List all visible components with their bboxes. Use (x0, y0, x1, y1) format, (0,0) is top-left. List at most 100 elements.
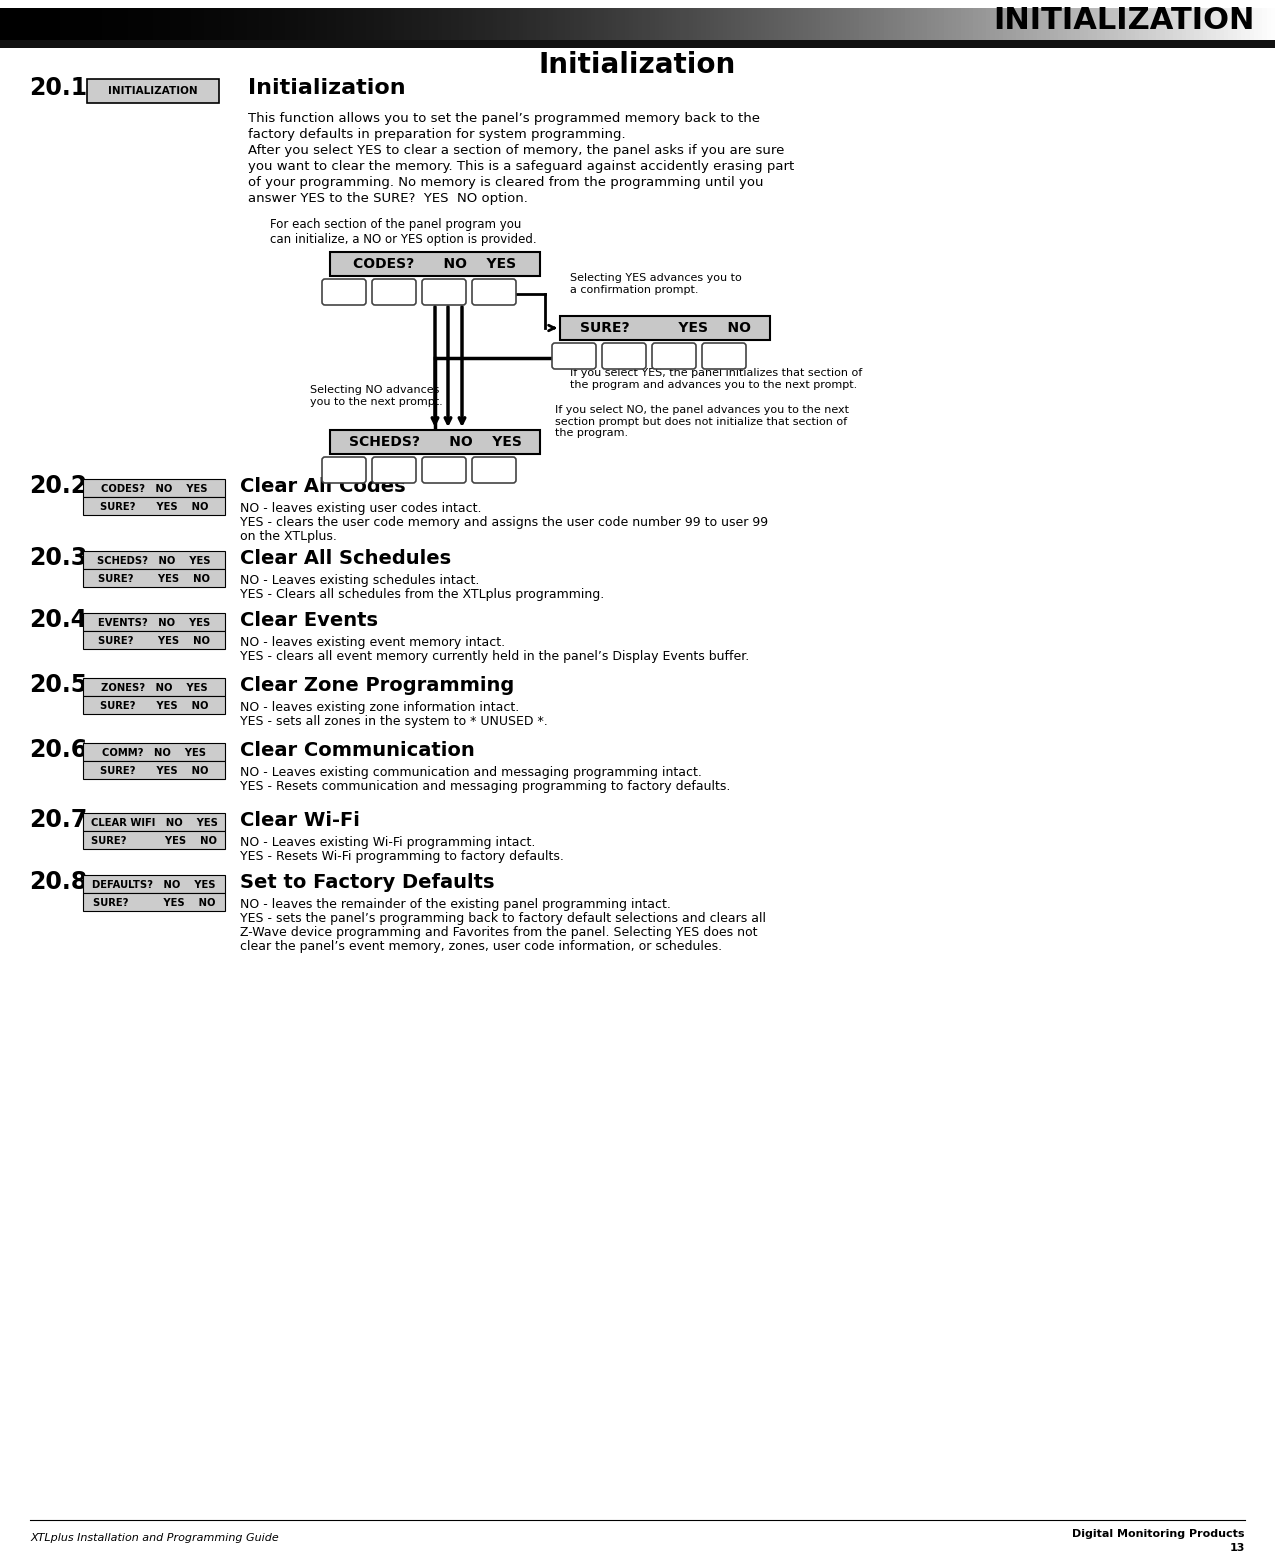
Bar (246, 8, 251, 40)
Bar (437, 8, 442, 40)
Text: on the XTLplus.: on the XTLplus. (240, 531, 337, 543)
Bar (430, 8, 434, 40)
Bar (688, 8, 692, 40)
Bar (128, 8, 131, 40)
Bar (654, 8, 659, 40)
Bar (514, 8, 519, 40)
Bar (264, 8, 268, 40)
Bar (650, 8, 654, 40)
FancyBboxPatch shape (83, 678, 224, 696)
Bar (182, 8, 187, 40)
Bar (1042, 8, 1046, 40)
Bar (55, 8, 60, 40)
Bar (838, 8, 842, 40)
Bar (1037, 8, 1042, 40)
Text: SCHEDS?      NO    YES: SCHEDS? NO YES (348, 436, 521, 450)
Bar (459, 8, 463, 40)
Bar (807, 8, 812, 40)
Bar (552, 8, 557, 40)
Bar (1135, 8, 1139, 40)
Text: For each section of the panel program you
can initialize, a NO or YES option is : For each section of the panel program yo… (270, 218, 537, 246)
Bar (845, 8, 850, 40)
Bar (425, 8, 430, 40)
Bar (386, 8, 391, 40)
Bar (1075, 8, 1080, 40)
Bar (634, 8, 638, 40)
Bar (787, 8, 790, 40)
Bar (268, 8, 272, 40)
Bar (412, 8, 417, 40)
Bar (663, 8, 667, 40)
Bar (302, 8, 306, 40)
Text: Clear All Schedules: Clear All Schedules (240, 549, 451, 568)
Text: NO - leaves existing user codes intact.: NO - leaves existing user codes intact. (240, 503, 482, 515)
Bar (965, 8, 969, 40)
Bar (22, 8, 26, 40)
Bar (379, 8, 382, 40)
Bar (940, 8, 944, 40)
FancyBboxPatch shape (422, 457, 465, 482)
Bar (280, 8, 284, 40)
Bar (1126, 8, 1131, 40)
Text: Clear Zone Programming: Clear Zone Programming (240, 675, 514, 694)
Bar (1033, 8, 1037, 40)
Bar (9, 8, 13, 40)
Bar (293, 8, 297, 40)
FancyBboxPatch shape (83, 569, 224, 587)
Text: YES - clears the user code memory and assigns the user code number 99 to user 99: YES - clears the user code memory and as… (240, 517, 768, 529)
Bar (76, 8, 80, 40)
Bar (68, 8, 73, 40)
Bar (1164, 8, 1169, 40)
Bar (370, 8, 374, 40)
Bar (794, 8, 799, 40)
Bar (850, 8, 854, 40)
Bar (166, 8, 170, 40)
Bar (391, 8, 395, 40)
FancyBboxPatch shape (602, 342, 646, 369)
Text: NO - Leaves existing communication and messaging programming intact.: NO - Leaves existing communication and m… (240, 766, 701, 780)
Text: EVENTS?   NO    YES: EVENTS? NO YES (98, 618, 210, 629)
Bar (47, 8, 51, 40)
FancyBboxPatch shape (472, 279, 516, 305)
Bar (1195, 8, 1198, 40)
Bar (353, 8, 357, 40)
Text: DEFAULTS?   NO    YES: DEFAULTS? NO YES (92, 881, 215, 890)
Bar (455, 8, 459, 40)
Bar (340, 8, 344, 40)
Text: CLEAR WIFI   NO    YES: CLEAR WIFI NO YES (91, 818, 218, 828)
Bar (523, 8, 527, 40)
Bar (1096, 8, 1100, 40)
Bar (1266, 8, 1271, 40)
Bar (710, 8, 714, 40)
Bar (417, 8, 421, 40)
Text: Set to Factory Defaults: Set to Factory Defaults (240, 873, 495, 892)
Bar (472, 8, 476, 40)
Bar (1109, 8, 1113, 40)
Bar (481, 8, 484, 40)
Text: Z-Wave device programming and Favorites from the panel. Selecting YES does not: Z-Wave device programming and Favorites … (240, 926, 757, 938)
Bar (335, 8, 340, 40)
Bar (1202, 8, 1207, 40)
Bar (595, 8, 599, 40)
Bar (226, 8, 230, 40)
Text: factory defaults in preparation for system programming.: factory defaults in preparation for syst… (249, 128, 626, 142)
Text: Digital Monitoring Products: Digital Monitoring Products (1072, 1530, 1244, 1539)
Bar (221, 8, 226, 40)
Bar (578, 8, 583, 40)
Bar (659, 8, 663, 40)
Text: 20.4: 20.4 (29, 608, 87, 632)
FancyBboxPatch shape (83, 893, 224, 910)
Bar (714, 8, 718, 40)
Bar (506, 8, 510, 40)
Bar (697, 8, 701, 40)
Bar (13, 8, 17, 40)
Bar (667, 8, 672, 40)
Bar (599, 8, 603, 40)
Bar (1007, 8, 1011, 40)
Bar (991, 8, 995, 40)
Bar (284, 8, 289, 40)
Bar (736, 8, 740, 40)
Bar (765, 8, 769, 40)
Bar (1215, 8, 1220, 40)
Bar (519, 8, 523, 40)
